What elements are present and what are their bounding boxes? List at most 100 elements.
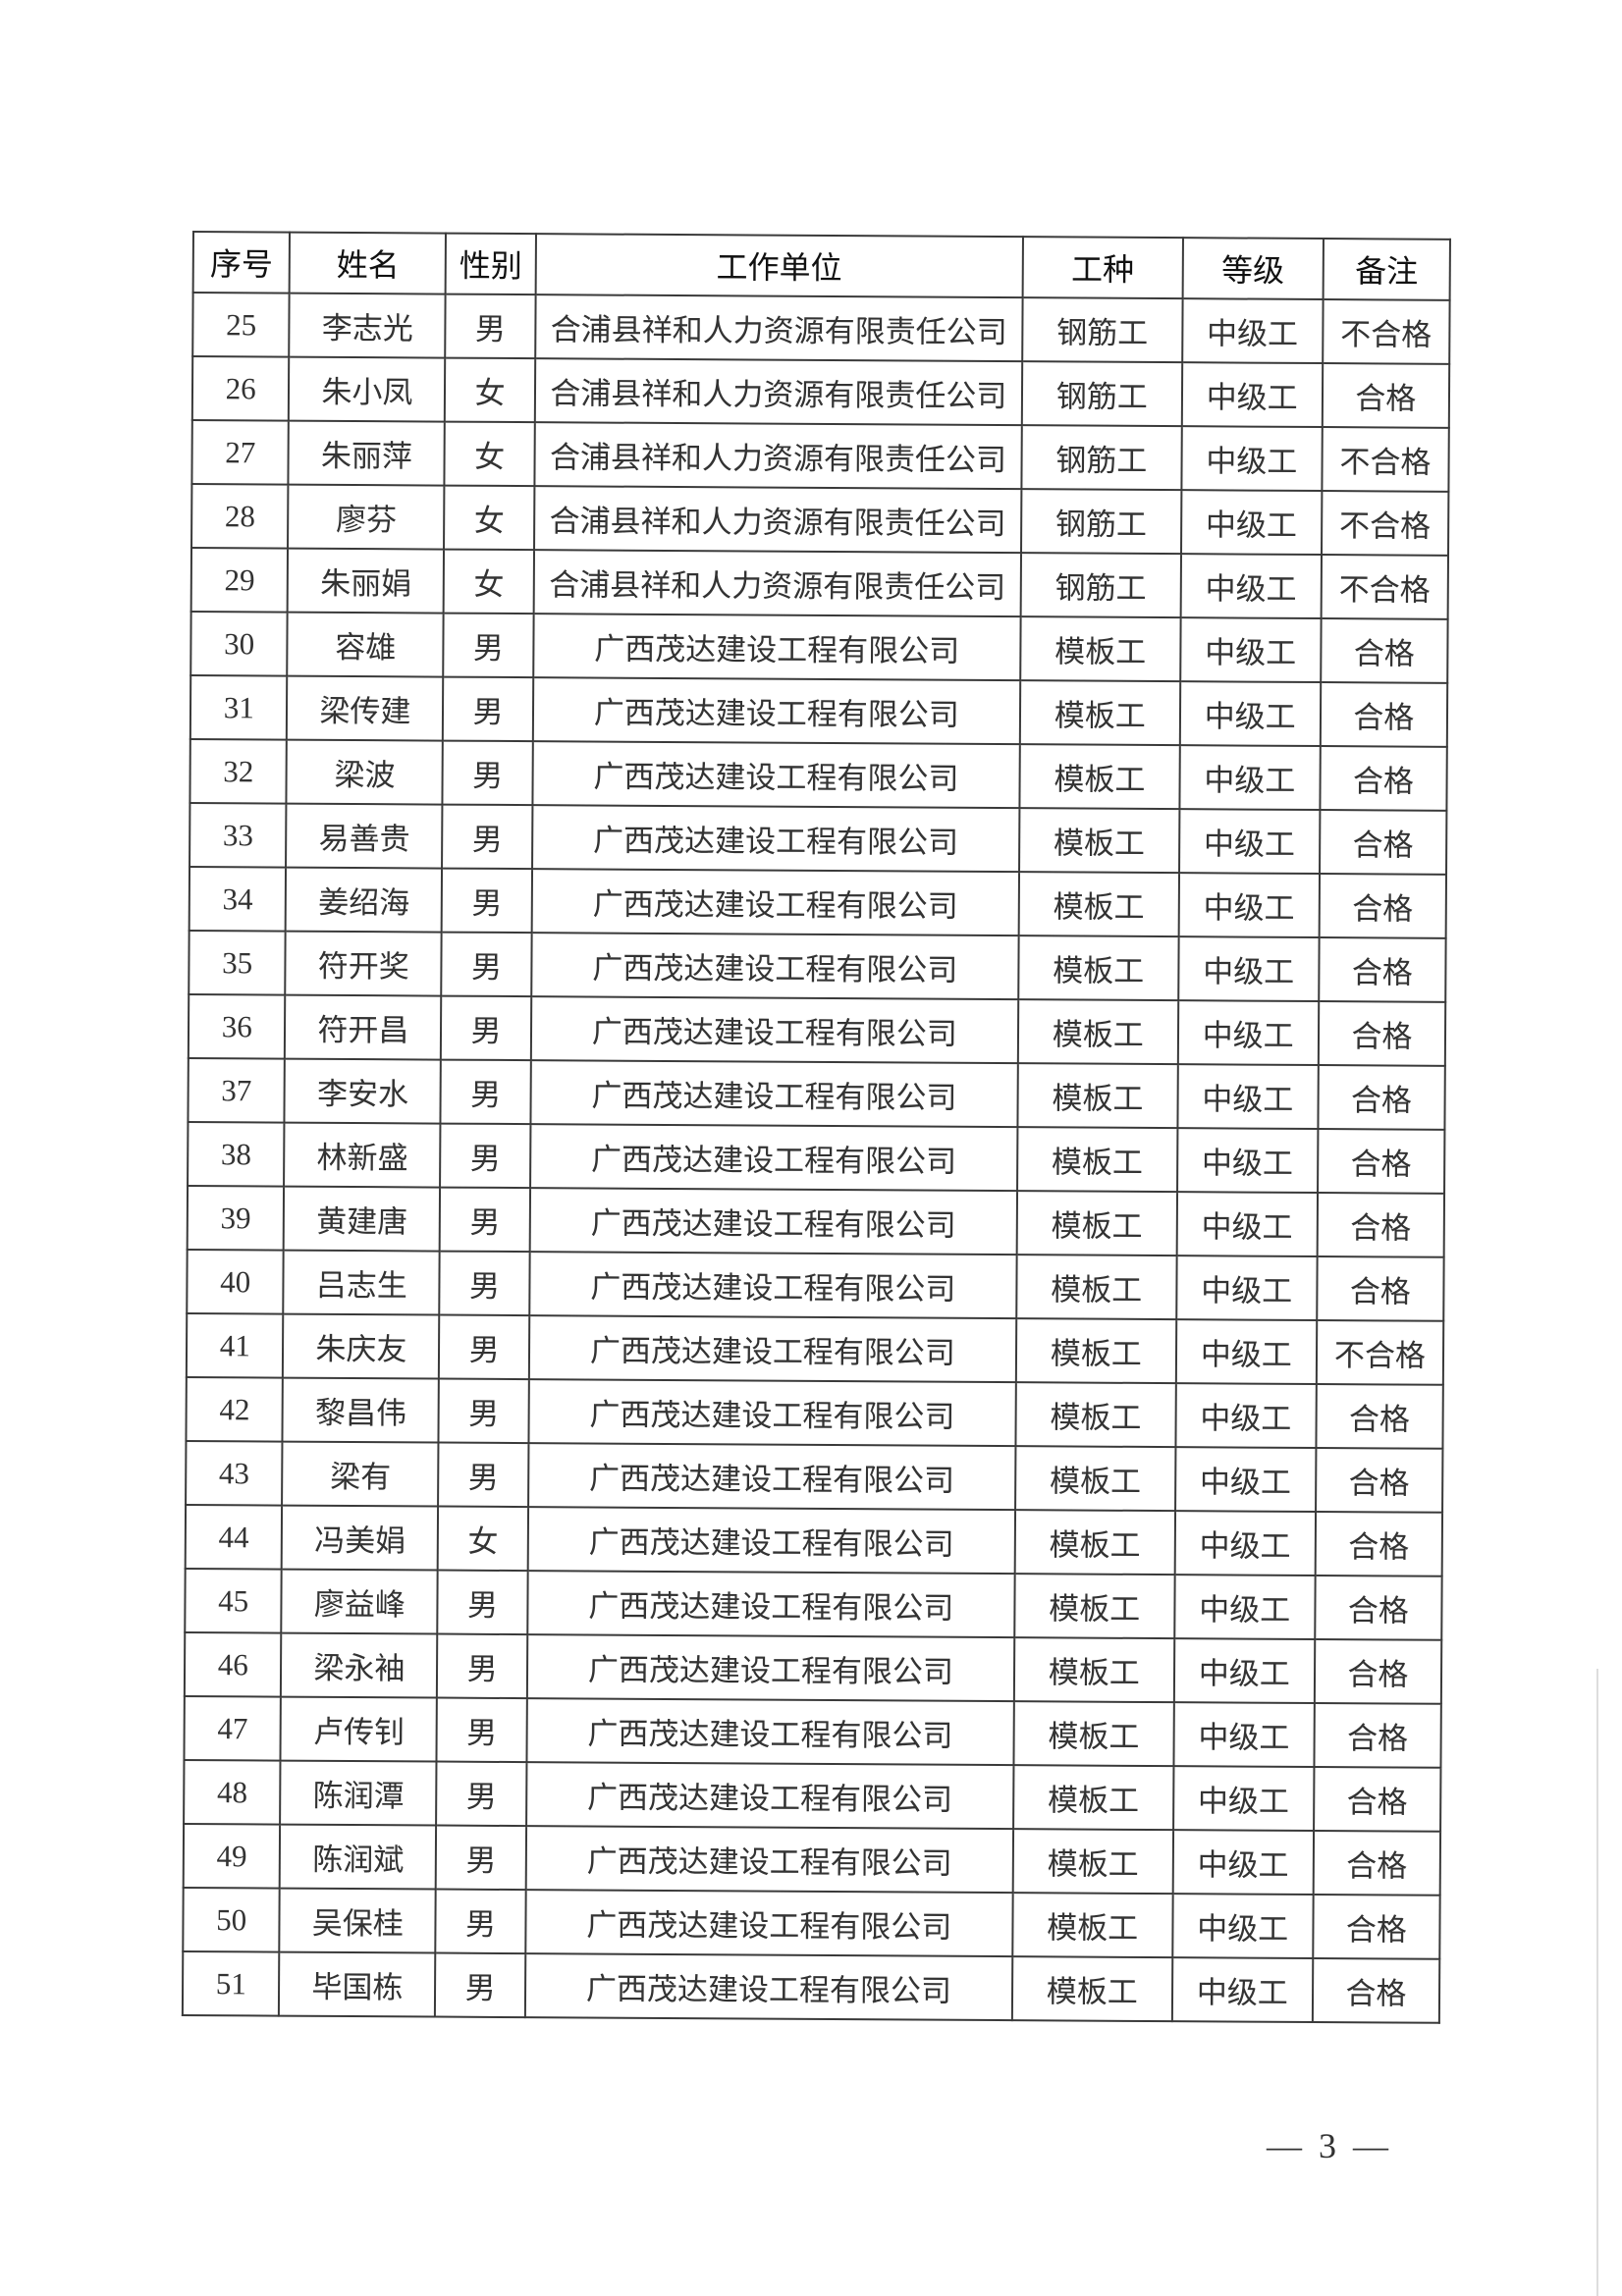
cell-col-name: 朱小凤 (289, 356, 446, 422)
cell-col-trade: 模板工 (1012, 1893, 1173, 1958)
cell-col-remark: 合格 (1320, 682, 1448, 747)
cell-col-gender: 男 (436, 1825, 526, 1891)
cell-col-index: 44 (185, 1504, 283, 1570)
cell-col-employer: 广西茂达建设工程有限公司 (529, 1252, 1017, 1319)
cell-col-index: 47 (184, 1695, 282, 1761)
cell-col-name: 李安水 (284, 1058, 442, 1124)
cell-col-gender: 男 (441, 932, 532, 997)
cell-col-trade: 钢筋工 (1021, 425, 1182, 491)
cell-col-index: 40 (187, 1249, 285, 1314)
cell-col-name: 姜绍海 (286, 867, 443, 933)
table-row: 29 朱丽娟女合浦县祥和人力资源有限责任公司 钢筋工 中级工 不合格 (190, 548, 1449, 619)
cell-col-name: 梁永袖 (281, 1632, 438, 1698)
cell-col-remark: 合格 (1317, 1129, 1445, 1194)
cell-col-name: 陈润斌 (280, 1824, 437, 1890)
cell-col-level: 中级工 (1173, 1575, 1316, 1640)
cell-col-employer: 广西茂达建设工程有限公司 (528, 1379, 1016, 1447)
cell-col-index: 39 (187, 1185, 285, 1251)
cell-col-level: 中级工 (1171, 1894, 1314, 1959)
cell-col-gender: 男 (441, 995, 532, 1061)
cell-col-name: 符开昌 (285, 994, 442, 1060)
cell-col-trade: 模板工 (1012, 1829, 1173, 1895)
cell-col-remark: 合格 (1319, 874, 1447, 938)
cell-col-name: 黄建唐 (284, 1186, 441, 1252)
cell-col-remark: 不合格 (1322, 427, 1449, 492)
cell-col-remark: 合格 (1315, 1512, 1443, 1576)
cell-col-level: 中级工 (1181, 426, 1323, 492)
table-row: 48 陈润潭男广西茂达建设工程有限公司 模板工 中级工 合格 (184, 1759, 1441, 1832)
cell-col-remark: 不合格 (1322, 299, 1450, 364)
cell-col-gender: 女 (444, 485, 535, 551)
cell-col-employer: 合浦县祥和人力资源有限责任公司 (533, 486, 1022, 554)
cell-col-remark: 合格 (1315, 1448, 1443, 1513)
cell-col-index: 43 (186, 1440, 283, 1506)
cell-col-level: 中级工 (1176, 1128, 1319, 1194)
cell-col-trade: 模板工 (1014, 1446, 1176, 1512)
cell-col-trade: 模板工 (1011, 1956, 1172, 2022)
cell-col-employer: 广西茂达建设工程有限公司 (525, 1890, 1013, 1957)
table-row: 27 朱丽萍女合浦县祥和人力资源有限责任公司 钢筋工 中级工 不合格 (191, 420, 1449, 492)
cell-col-name: 朱丽萍 (288, 420, 446, 486)
cell-col-index: 30 (190, 611, 289, 676)
table-header-row: 序号 姓名 性别 工作单位 工种 等级 备注 (192, 232, 1450, 300)
table-row: 51 毕国栋男广西茂达建设工程有限公司 模板工 中级工 合格 (182, 1950, 1440, 2023)
cell-col-remark: 合格 (1316, 1384, 1443, 1449)
cell-col-level: 中级工 (1172, 1830, 1314, 1896)
cell-col-gender: 男 (437, 1570, 528, 1635)
cell-col-gender: 男 (440, 1123, 531, 1189)
page-number: — 3 — (1267, 2126, 1392, 2165)
header-col-level: 等级 (1182, 238, 1324, 300)
cell-col-remark: 合格 (1313, 1831, 1441, 1896)
cell-col-level: 中级工 (1173, 1702, 1315, 1768)
cell-col-gender: 男 (436, 1761, 527, 1827)
cell-col-level: 中级工 (1174, 1511, 1316, 1576)
table-row: 26 朱小凤女合浦县祥和人力资源有限责任公司 钢筋工 中级工 合格 (191, 356, 1450, 428)
cell-col-name: 卢传钊 (280, 1696, 438, 1762)
cell-col-gender: 男 (442, 740, 533, 806)
cell-col-level: 中级工 (1177, 936, 1320, 1002)
cell-col-remark: 合格 (1318, 1001, 1446, 1066)
cell-col-name: 黎昌伟 (282, 1377, 440, 1443)
cell-col-gender: 男 (438, 1378, 529, 1444)
cell-col-name: 毕国栋 (279, 1951, 436, 2017)
cell-col-trade: 模板工 (1012, 1765, 1174, 1831)
cell-col-index: 36 (188, 993, 286, 1059)
cell-col-remark: 合格 (1312, 1958, 1440, 2023)
cell-col-gender: 男 (438, 1442, 529, 1508)
cell-col-index: 27 (191, 420, 290, 485)
table-row: 49 陈润斌男广西茂达建设工程有限公司 模板工 中级工 合格 (183, 1823, 1441, 1896)
cell-col-remark: 不合格 (1316, 1320, 1444, 1385)
cell-col-gender: 男 (435, 1889, 526, 1954)
cell-col-gender: 男 (442, 804, 533, 870)
cell-col-employer: 广西茂达建设工程有限公司 (524, 1953, 1013, 2021)
cell-col-remark: 合格 (1322, 363, 1450, 428)
table-row: 33 易善贵男广西茂达建设工程有限公司 模板工 中级工 合格 (189, 802, 1447, 875)
table-row: 37 李安水男广西茂达建设工程有限公司 模板工 中级工 合格 (188, 1057, 1445, 1130)
table-row: 31 梁传建男广西茂达建设工程有限公司 模板工 中级工 合格 (189, 674, 1448, 747)
cell-col-name: 容雄 (287, 612, 444, 677)
cell-col-level: 中级工 (1181, 362, 1323, 428)
cell-col-name: 林新盛 (284, 1122, 441, 1188)
cell-col-trade: 模板工 (1016, 1191, 1177, 1256)
table-row: 44 冯美娟女广西茂达建设工程有限公司 模板工 中级工 合格 (185, 1504, 1443, 1576)
cell-col-name: 梁波 (286, 739, 444, 805)
cell-col-remark: 合格 (1314, 1639, 1442, 1704)
cell-col-employer: 广西茂达建设工程有限公司 (525, 1826, 1013, 1894)
table-row: 34 姜绍海男广西茂达建设工程有限公司 模板工 中级工 合格 (189, 866, 1447, 938)
cell-col-trade: 钢筋工 (1020, 489, 1182, 555)
table-row: 36 符开昌男广西茂达建设工程有限公司 模板工 中级工 合格 (188, 993, 1446, 1066)
cell-col-employer: 广西茂达建设工程有限公司 (529, 1124, 1018, 1192)
cell-col-employer: 广西茂达建设工程有限公司 (532, 677, 1021, 745)
cell-col-index: 28 (191, 484, 289, 549)
table-row: 32 梁波男广西茂达建设工程有限公司 模板工 中级工 合格 (189, 738, 1447, 811)
cell-col-gender: 男 (439, 1187, 530, 1253)
cell-col-trade: 模板工 (1018, 808, 1180, 874)
cell-col-trade: 模板工 (1020, 616, 1181, 682)
table-row: 35 符开奖男广西茂达建设工程有限公司 模板工 中级工 合格 (189, 930, 1446, 1002)
cell-col-trade: 模板工 (1016, 1255, 1177, 1320)
table-row: 47 卢传钊男广西茂达建设工程有限公司 模板工 中级工 合格 (184, 1695, 1441, 1768)
table-row: 25 李志光男合浦县祥和人力资源有限责任公司 钢筋工 中级工 不合格 (192, 293, 1450, 364)
cell-col-level: 中级工 (1175, 1255, 1318, 1321)
cell-col-gender: 男 (445, 294, 536, 359)
cell-col-index: 50 (183, 1887, 281, 1952)
